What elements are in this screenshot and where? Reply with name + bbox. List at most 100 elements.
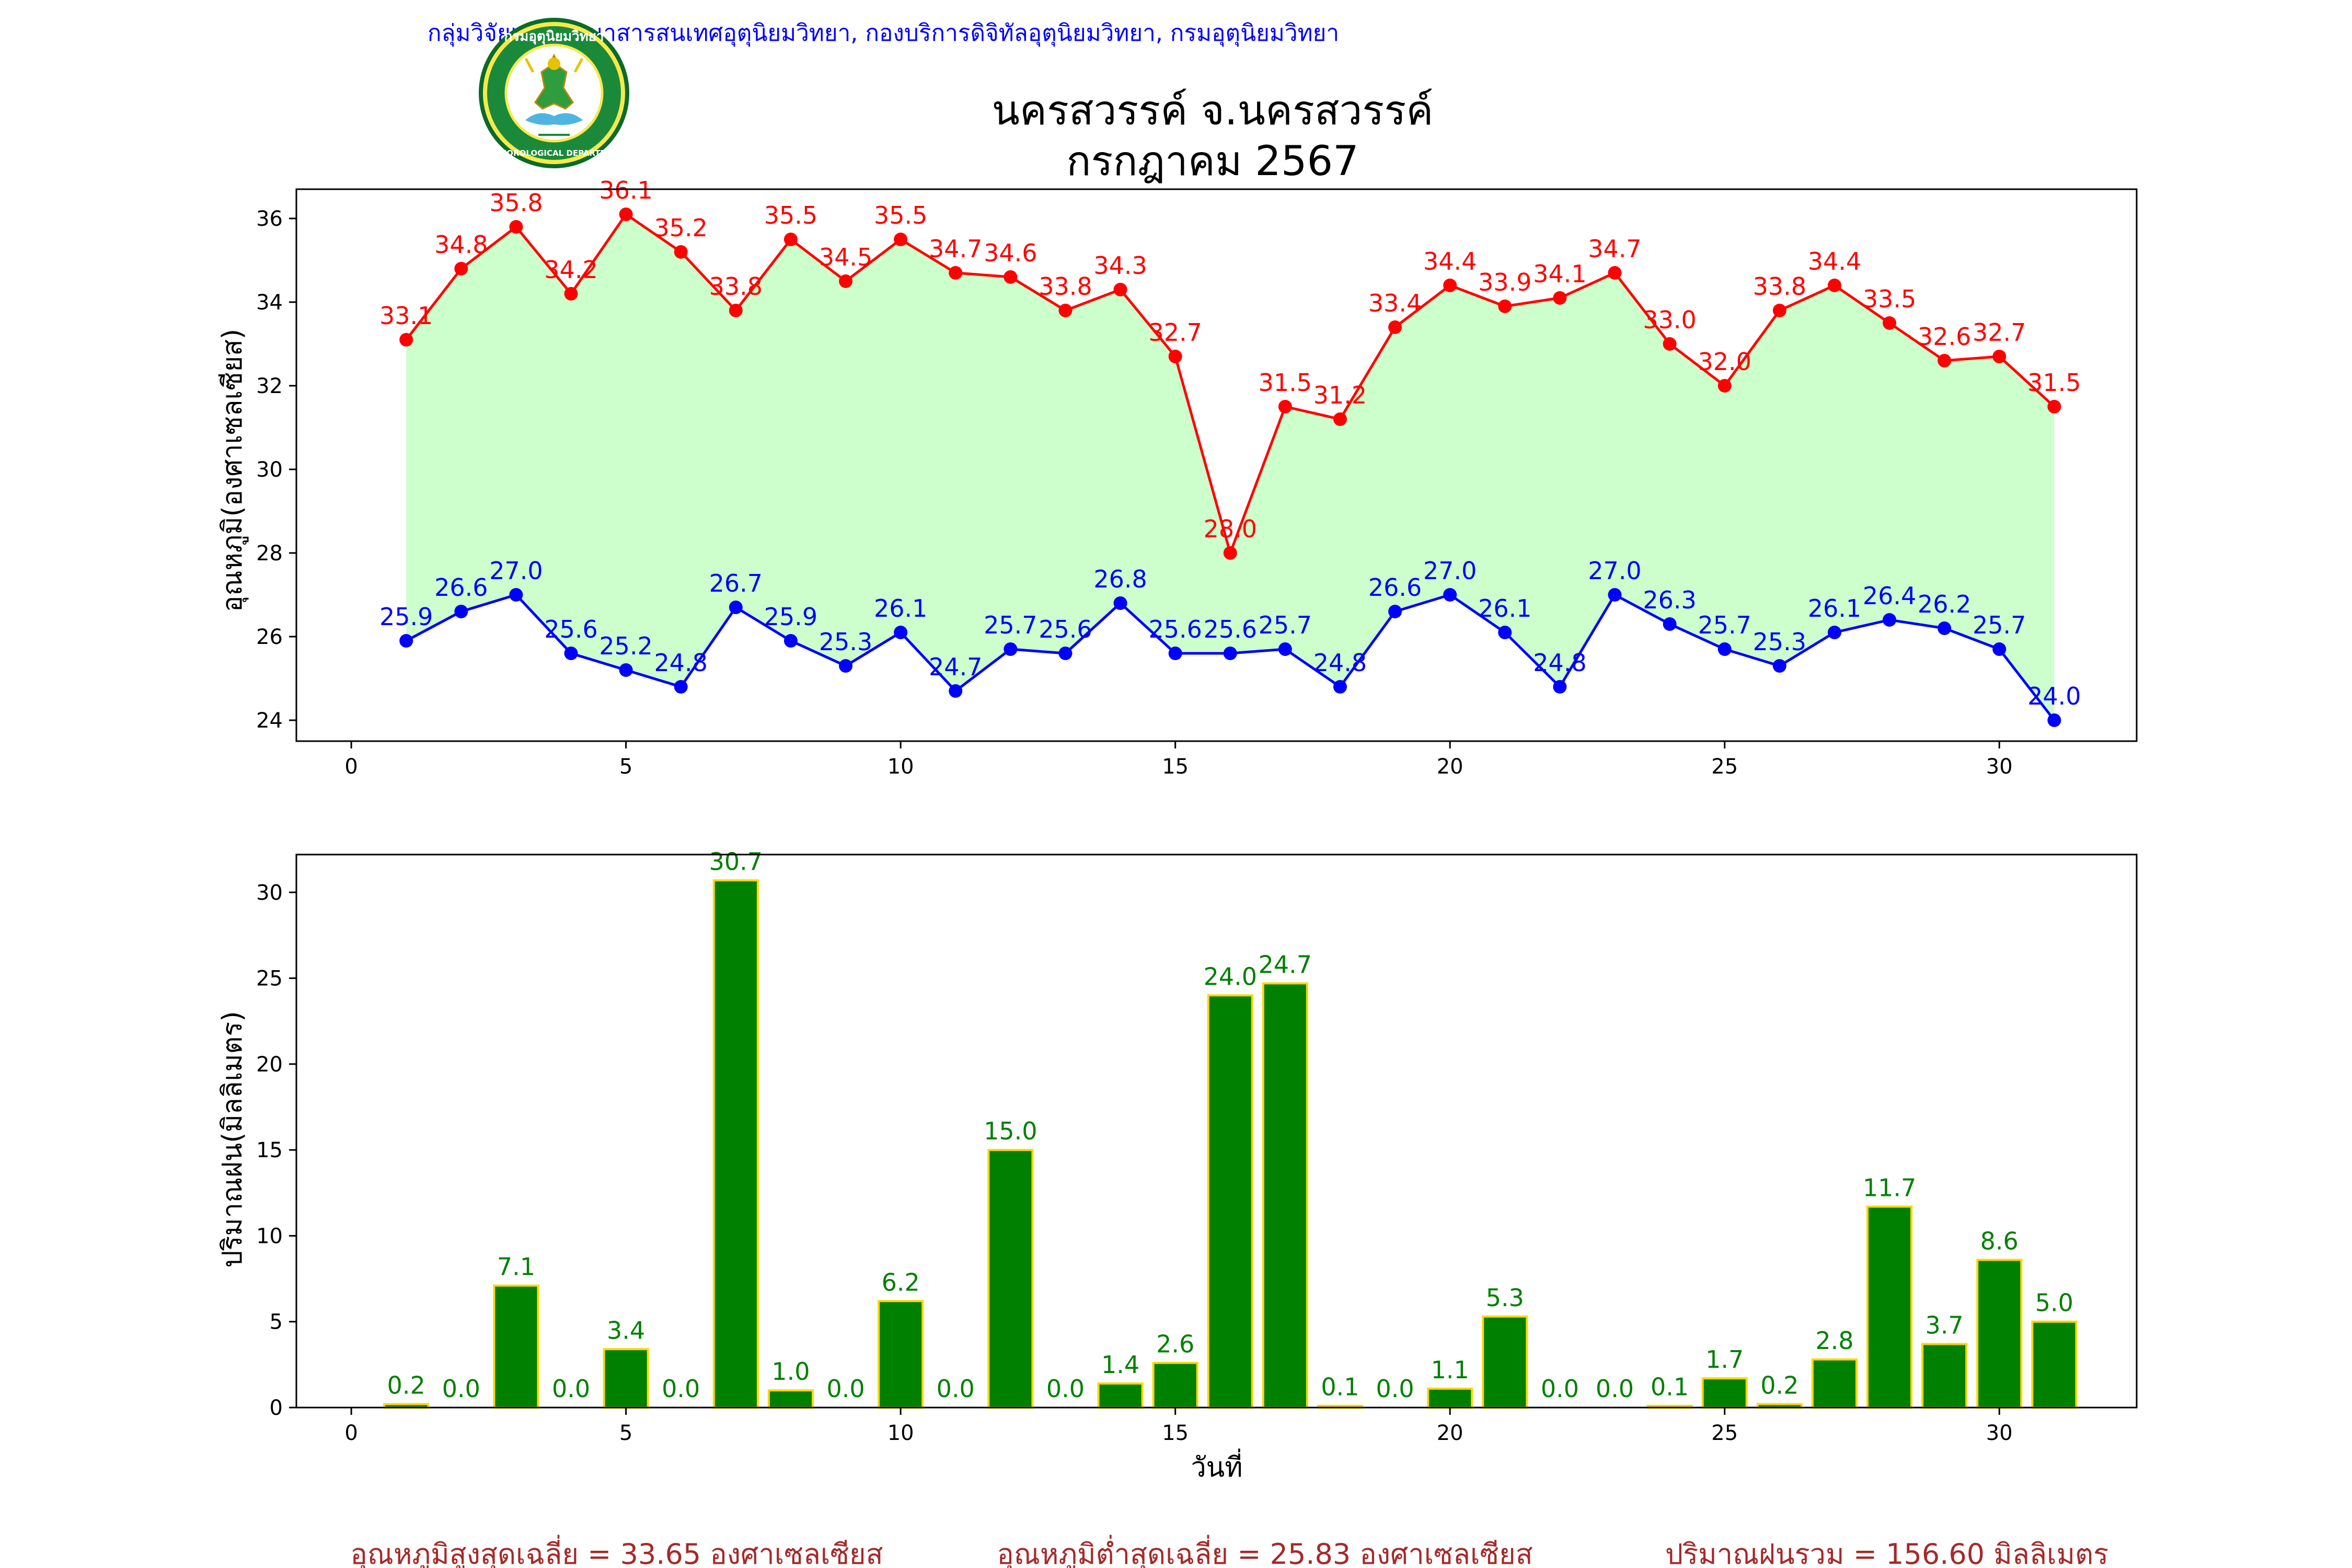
max-temperature-point <box>783 233 798 246</box>
rainfall-panel: 0.2 0.0 7.1 0.0 3.4 0.0 30.7 1.0 0.0 6.2 0.0 15.0 0.… <box>217 847 2138 1483</box>
max-temperature-label: 34.6 <box>984 239 1037 267</box>
y-tick-label: 20 <box>256 1053 283 1077</box>
min-temperature-label: 27.0 <box>489 557 543 585</box>
rainfall-label: 0.1 <box>1651 1373 1689 1401</box>
stat-avg-max: อุณหภูมิสูงสุดเฉลี่ย = 33.65 องศาเซลเซีย… <box>350 1535 883 1568</box>
max-temperature-label: 34.8 <box>434 230 488 259</box>
rainfall-bar <box>1427 1387 1473 1409</box>
min-temperature-point <box>839 659 853 673</box>
rainfall-label: 0.0 <box>442 1375 480 1403</box>
y-tick-label: 10 <box>256 1224 283 1248</box>
max-temperature-label: 34.4 <box>1808 247 1861 275</box>
max-temperature-label: 33.9 <box>1478 268 1531 296</box>
max-temperature-label: 33.8 <box>1753 272 1806 301</box>
min-temperature-label: 26.3 <box>1643 586 1696 614</box>
min-temperature-point <box>1663 617 1677 631</box>
rainfall-label: 24.0 <box>1204 962 1257 990</box>
stat-avg-min: อุณหภูมิต่ำสุดเฉลี่ย = 25.83 องศาเซลเซีย… <box>997 1535 1532 1568</box>
min-temperature-label: 26.7 <box>709 569 763 597</box>
rainfall-label: 24.7 <box>1259 950 1312 978</box>
min-temperature-label: 25.3 <box>1753 628 1806 656</box>
max-temperature-point <box>1278 400 1292 413</box>
max-temperature-label: 31.5 <box>1259 368 1312 397</box>
max-temperature-point <box>1772 304 1786 317</box>
temperature-range-fill <box>406 214 2055 720</box>
min-temperature-label: 26.8 <box>1093 565 1147 593</box>
min-temperature-point <box>1498 626 1512 639</box>
rainfall-label: 0.0 <box>1046 1375 1085 1403</box>
max-temperature-label: 33.8 <box>709 272 763 301</box>
max-temperature-label: 31.5 <box>2027 368 2081 397</box>
rainfall-bar <box>1921 1343 1968 1409</box>
min-temperature-point <box>1883 613 1897 627</box>
max-temperature-label: 35.2 <box>654 214 708 242</box>
max-temperature-label: 28.0 <box>1204 515 1257 543</box>
chart-title-line2: กรกฎาคม 2567 <box>1066 138 1358 185</box>
x-tick-label: 30 <box>1986 1421 2013 1445</box>
max-temperature-label: 32.7 <box>1973 318 2026 347</box>
min-temperature-point <box>454 605 468 618</box>
rainfall-bar <box>1482 1315 1528 1409</box>
rainfall-label: 0.1 <box>1321 1373 1359 1401</box>
max-temperature-label: 33.8 <box>1039 272 1092 301</box>
x-tick-label: 25 <box>1711 1421 1738 1445</box>
rainfall-label: 5.0 <box>2035 1289 2073 1317</box>
x-tick-label: 0 <box>344 1421 358 1445</box>
rainfall-bar <box>1811 1358 1858 1409</box>
max-temperature-point <box>1223 546 1237 560</box>
rainfall-label: 1.0 <box>771 1357 810 1386</box>
x-tick-label: 10 <box>887 1421 914 1445</box>
y-tick-label: 30 <box>256 881 283 905</box>
max-temperature-point <box>1058 304 1073 317</box>
min-temperature-point <box>619 663 633 677</box>
min-temperature-point <box>1938 621 1952 635</box>
rainfall-y-axis-label: ปริมาณฝน(มิลลิเมตร) <box>217 1011 248 1267</box>
min-temperature-point <box>674 680 688 694</box>
y-tick-label: 25 <box>256 967 283 991</box>
rainfall-label: 0.0 <box>1376 1375 1414 1403</box>
max-temperature-label: 34.7 <box>929 235 982 263</box>
min-temperature-label: 26.6 <box>434 573 488 602</box>
max-temperature-point <box>1938 354 1952 367</box>
min-temperature-point <box>1992 642 2007 656</box>
rainfall-label: 6.2 <box>882 1268 920 1296</box>
y-tick-label: 34 <box>256 291 283 315</box>
min-temperature-point <box>1004 642 1018 656</box>
max-temperature-label: 34.2 <box>544 256 597 284</box>
rainfall-label: 0.0 <box>1596 1375 1634 1403</box>
max-temperature-point <box>1553 291 1567 305</box>
rainfall-bar <box>1976 1259 2023 1409</box>
rainfall-x-axis-label: วันที่ <box>1191 1448 1242 1483</box>
min-temperature-label: 25.7 <box>1973 611 2026 639</box>
min-temperature-point <box>1058 647 1073 660</box>
x-tick-label: 15 <box>1162 1421 1189 1445</box>
rainfall-label: 0.2 <box>387 1371 425 1399</box>
max-temperature-label: 33.1 <box>379 302 433 330</box>
min-temperature-point <box>1827 626 1841 639</box>
rainfall-label: 0.0 <box>552 1375 590 1403</box>
min-temperature-label: 26.2 <box>1918 590 1971 618</box>
x-tick-label: 5 <box>619 755 632 779</box>
rainfall-bar <box>767 1389 814 1409</box>
max-temperature-label: 33.5 <box>1863 285 1916 313</box>
rainfall-bar <box>1701 1377 1748 1409</box>
x-tick-label: 10 <box>887 755 914 779</box>
min-temperature-point <box>564 647 578 660</box>
rainfall-label: 2.6 <box>1156 1330 1194 1358</box>
stat-total-rain: ปริมาณฝนรวม = 156.60 มิลลิเมตร <box>1665 1538 2108 1568</box>
min-temperature-label: 24.7 <box>929 653 982 681</box>
rainfall-label: 0.0 <box>937 1375 975 1403</box>
rainfall-label: 15.0 <box>984 1117 1037 1145</box>
rainfall-bar <box>712 879 759 1409</box>
min-temperature-label: 25.7 <box>984 611 1037 639</box>
min-temperature-label: 25.6 <box>544 615 597 643</box>
max-temperature-point <box>1827 279 1841 292</box>
rainfall-bar <box>987 1149 1034 1409</box>
max-temperature-label: 34.7 <box>1588 235 1641 263</box>
y-tick-label: 24 <box>256 709 283 733</box>
rainfall-label: 5.3 <box>1486 1284 1524 1312</box>
min-temperature-label: 26.1 <box>1478 594 1531 622</box>
max-temperature-point <box>2047 400 2061 413</box>
y-tick-label: 32 <box>256 374 283 398</box>
max-temperature-label: 34.3 <box>1093 251 1147 280</box>
